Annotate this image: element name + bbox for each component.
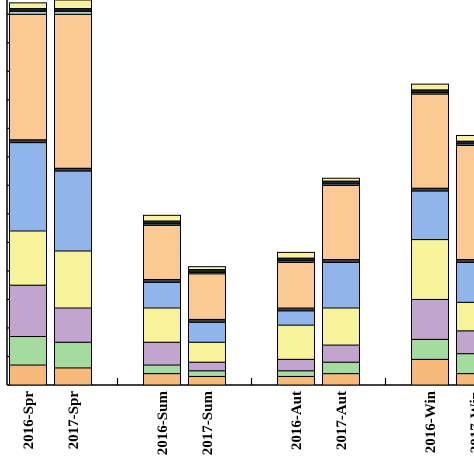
bar-segment: [322, 177, 360, 182]
bar-segment: [277, 370, 315, 377]
bar-stack-2017-Win: [456, 134, 474, 386]
bar-stack-2016-Sum: [143, 214, 181, 386]
bar-segment: [54, 367, 92, 386]
bar-segment: [143, 307, 181, 343]
bar-segment: [143, 341, 181, 366]
bar-segment: [54, 13, 92, 169]
bar-stack-2016-Spr: [9, 2, 47, 386]
bar-stack-2016-Aut: [277, 251, 315, 386]
bar-segment: [143, 373, 181, 386]
bar-segment: [188, 321, 226, 343]
bar-segment: [411, 338, 449, 360]
bar-segment: [9, 364, 47, 386]
x-ticks: [116, 378, 387, 385]
bar-segment: [143, 364, 181, 375]
x-tick-label: 2017-Spr: [66, 391, 82, 450]
bar-segment: [9, 284, 47, 338]
bar-segment: [456, 144, 474, 261]
bar-segment: [277, 251, 315, 259]
bar-segment: [143, 281, 181, 309]
bar-stack-2017-Aut: [322, 177, 360, 386]
bar-segment: [143, 214, 181, 222]
bar-segment: [322, 361, 360, 375]
x-tick-label: 2016-Win: [423, 390, 439, 453]
bar-segment: [411, 83, 449, 91]
bar-segment: [54, 250, 92, 309]
bar-segment: [188, 375, 226, 386]
x-tick-label: 2017-Aut: [334, 391, 350, 450]
bar-stack-2017-Spr: [54, 0, 92, 386]
bar-segment: [188, 370, 226, 377]
x-tick-label: 2016-Spr: [21, 391, 37, 450]
bar-segment: [277, 324, 315, 360]
bar-segment: [322, 373, 360, 386]
bar-segment: [277, 310, 315, 326]
x-tick-label: 2016-Sum: [155, 391, 171, 456]
bar-segment: [9, 336, 47, 366]
x-tick-label: 2017-Win: [468, 390, 474, 453]
bar-segment: [322, 344, 360, 363]
bar-segment: [277, 375, 315, 386]
bar-stacks: [9, 0, 474, 386]
bar-segment: [456, 259, 474, 263]
bar-segment: [456, 301, 474, 332]
bar-segment: [188, 341, 226, 363]
bar-segment: [54, 170, 92, 252]
bar-segment: [188, 273, 226, 320]
bar-segment: [143, 224, 181, 280]
bar-segment: [54, 341, 92, 369]
bar-segment: [456, 330, 474, 355]
bar-segment: [188, 266, 226, 271]
bar-segment: [9, 2, 47, 10]
bar-stack-2017-Sum: [188, 266, 226, 386]
bar-segment: [456, 353, 474, 375]
bar-segment: [456, 261, 474, 303]
bar-segment: [411, 358, 449, 386]
bar-segment: [277, 261, 315, 309]
bar-segment: [322, 307, 360, 346]
bar-segment: [54, 0, 92, 10]
bar-segment: [322, 184, 360, 261]
bar-segment: [456, 140, 474, 145]
bar-segment: [411, 93, 449, 189]
bar-stack-2016-Win: [411, 83, 449, 386]
bar-segment: [411, 190, 449, 241]
bar-segment: [9, 13, 47, 141]
bar-segment: [9, 142, 47, 232]
bar-segment: [54, 307, 92, 343]
bar-segment: [456, 143, 474, 146]
bar-segment: [9, 230, 47, 286]
bar-segment: [277, 358, 315, 372]
bar-segment: [456, 134, 474, 142]
x-tick-label: 2016-Aut: [289, 391, 305, 450]
bar-segment: [322, 261, 360, 309]
x-tick-label: 2017-Sum: [200, 391, 216, 456]
x-tick-labels: 2016-Spr 2017-Spr 2016-Sum 2017-Sum 2016-Aut…: [21, 390, 474, 455]
bar-segment: [411, 298, 449, 340]
bar-segment: [411, 239, 449, 300]
bar-segment: [456, 373, 474, 386]
bar-segment: [188, 361, 226, 372]
